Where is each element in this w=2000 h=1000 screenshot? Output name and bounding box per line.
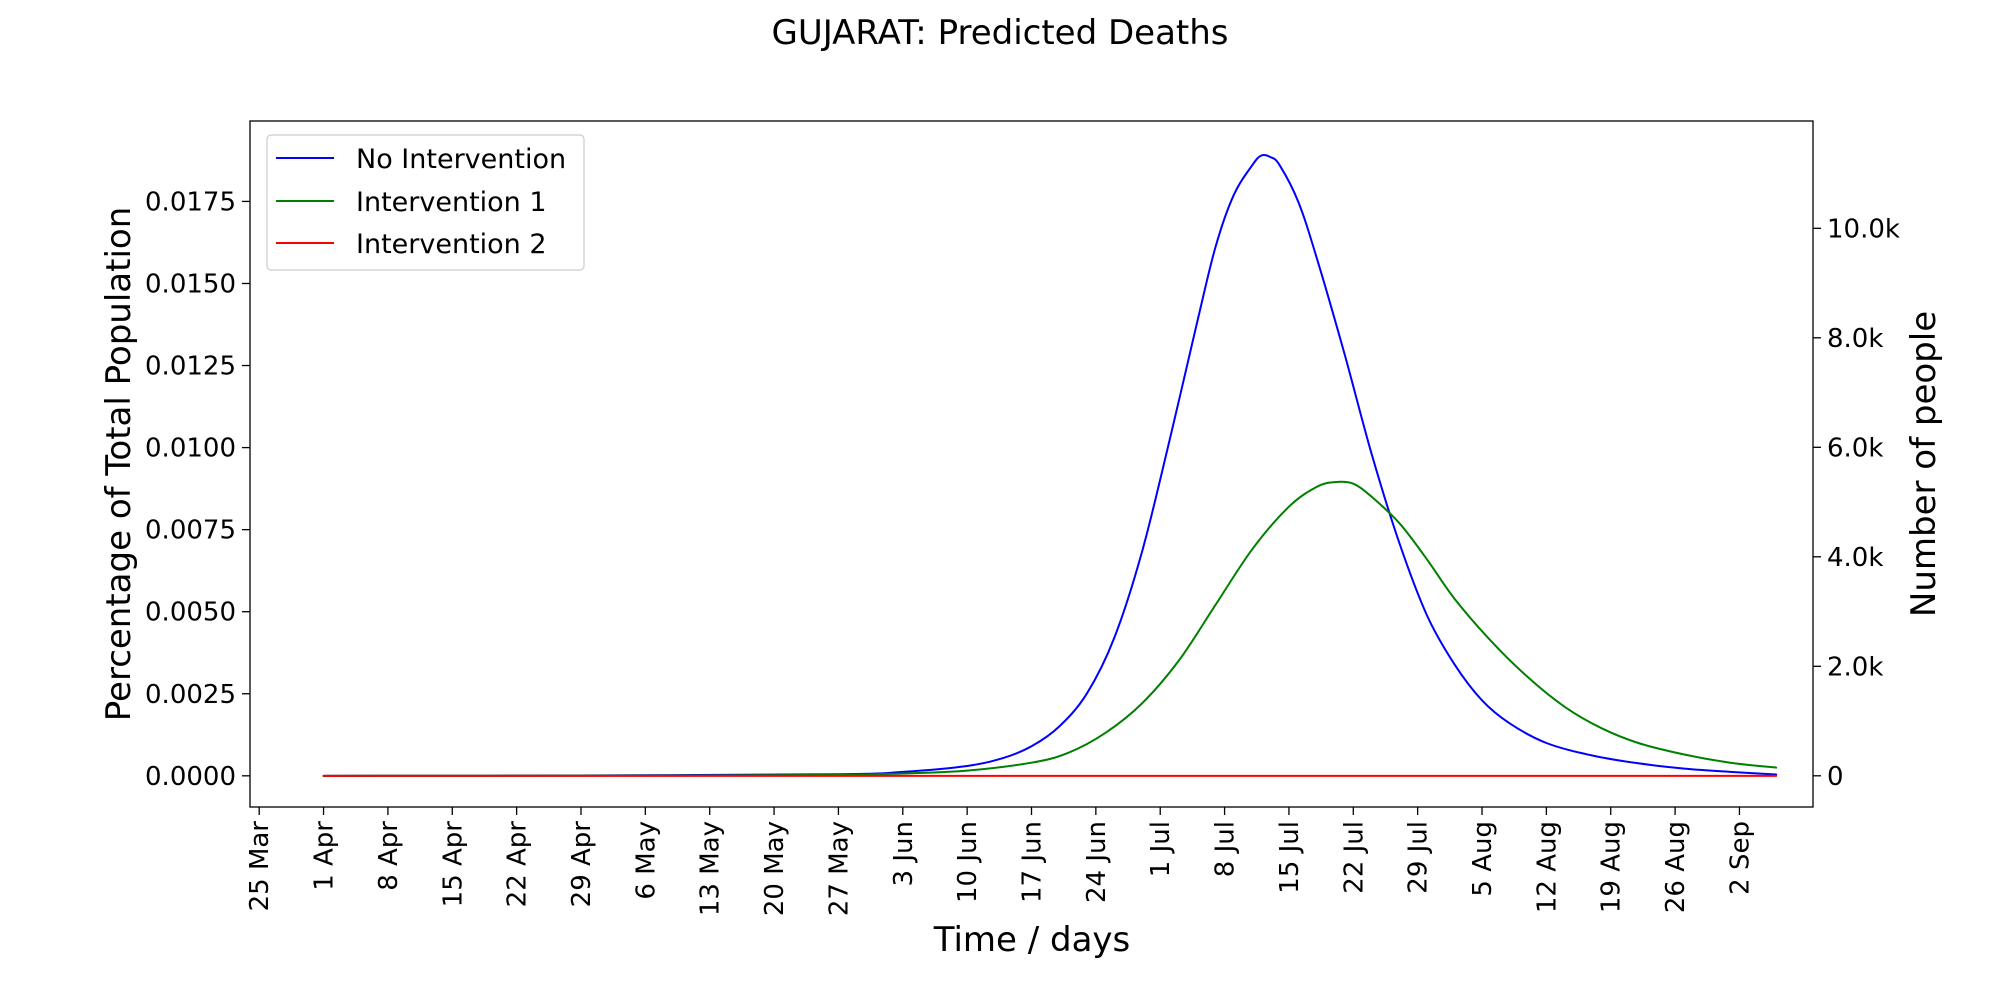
x-axis-ticks: 25 Mar 1 Apr 8 Apr 15 Apr 22 Apr 29 Apr 6 May 1… [245, 807, 1755, 916]
x-tick-label: 5 Aug [1468, 821, 1498, 897]
y2-axis-label: Number of people [1904, 311, 1944, 617]
series-line-no-intervention [322, 153, 1778, 777]
x-tick-label: 24 Jun [1082, 821, 1112, 903]
x-tick-label: 3 Jun [889, 821, 919, 886]
x-tick-label: 15 Apr [438, 821, 468, 908]
y2-tick-label: 8.0k [1827, 324, 1883, 354]
y-tick-label: 0.0025 [145, 680, 236, 710]
y-tick-label: 0.0000 [145, 762, 236, 792]
x-tick-label: 29 Apr [567, 821, 597, 908]
x-tick-label: 26 Aug [1661, 821, 1691, 913]
legend-label-intervention-1: Intervention 1 [356, 187, 547, 218]
x-tick-label: 2 Sep [1725, 821, 1755, 895]
y-tick-label: 0.0125 [145, 352, 236, 382]
x-tick-label: 17 Jun [1018, 821, 1048, 903]
x-tick-label: 1 Jul [1146, 821, 1176, 877]
y-tick-label: 0.0150 [145, 269, 236, 299]
legend: No Intervention Intervention 1 Intervent… [266, 134, 585, 271]
y-tick-label: 0.0100 [145, 434, 236, 464]
y-axis-ticks: 0.0000 0.0025 0.0050 0.0075 0.0100 0.0125 0.01… [145, 187, 250, 792]
legend-label-no-intervention: No Intervention [356, 144, 566, 175]
chart-title: GUJARAT: Predicted Deaths [771, 13, 1228, 53]
x-tick-label: 8 Jul [1211, 821, 1241, 877]
x-tick-label: 19 Aug [1597, 821, 1627, 913]
y-tick-label: 0.0050 [145, 598, 236, 628]
x-tick-label: 13 May [696, 821, 726, 916]
x-tick-label: 12 Aug [1532, 821, 1562, 913]
x-tick-label: 22 Jul [1339, 821, 1369, 894]
x-tick-label: 10 Jun [953, 821, 983, 903]
y2-tick-label: 6.0k [1827, 433, 1883, 463]
x-tick-label: 1 Apr [310, 821, 340, 891]
y-tick-label: 0.0175 [145, 187, 236, 217]
x-tick-label: 20 May [760, 821, 790, 916]
x-tick-label: 22 Apr [503, 821, 533, 908]
legend-box [266, 134, 585, 271]
x-tick-label: 6 May [631, 821, 661, 900]
x-tick-label: 8 Apr [374, 821, 404, 891]
legend-label-intervention-2: Intervention 2 [356, 229, 547, 260]
x-tick-label: 27 May [824, 821, 854, 916]
y2-tick-label: 0 [1827, 762, 1844, 792]
y2-tick-label: 2.0k [1827, 652, 1883, 682]
series-line-intervention-1 [322, 480, 1778, 777]
y2-axis-ticks: 0 2.0k 4.0k 6.0k 8.0k 10.0k [1813, 214, 1900, 792]
x-axis-label: Time / days [933, 920, 1131, 960]
y-tick-label: 0.0075 [145, 516, 236, 546]
x-tick-label: 29 Jul [1404, 821, 1434, 894]
y-axis-label: Percentage of Total Population [99, 207, 139, 722]
series-lines [322, 153, 1778, 777]
x-tick-label: 15 Jul [1275, 821, 1305, 894]
x-tick-label: 25 Mar [245, 821, 275, 912]
y2-tick-label: 4.0k [1827, 543, 1883, 573]
y2-tick-label: 10.0k [1827, 214, 1900, 244]
